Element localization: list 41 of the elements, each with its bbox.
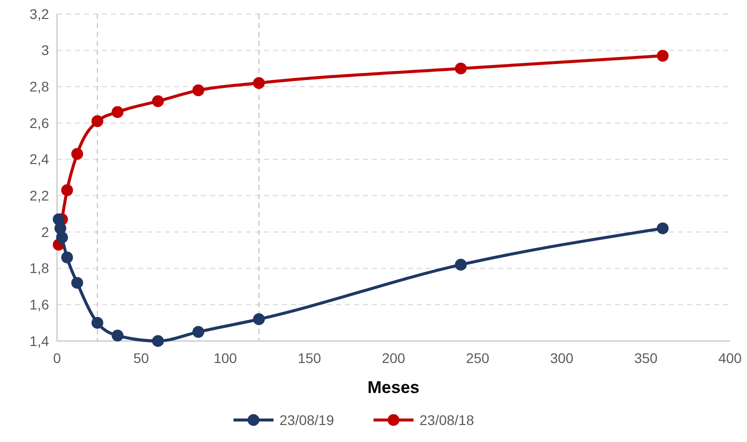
x-tick-label: 100 [214,350,238,366]
point [252,313,265,326]
y-tick-label: 2,4 [30,151,50,168]
y-tick-label: 2,8 [30,78,50,95]
x-tick-label: 250 [466,350,490,366]
point [71,148,84,160]
point [454,62,467,74]
point [152,335,164,347]
y-tick-label: 1,6 [30,296,50,313]
point [56,232,68,244]
y-tick-label: 1,4 [30,332,50,349]
point [454,258,467,271]
point [91,316,104,329]
point [91,115,104,128]
point [61,184,74,196]
point [71,276,84,289]
point [656,222,669,234]
x-tick-label: 300 [550,350,574,366]
y-tick-label: 3 [41,42,50,58]
point [252,77,265,89]
legend-label: 23/08/18 [420,412,474,428]
y-tick-label: 3,2 [30,6,50,22]
x-tick-label: 150 [298,350,322,366]
y-tick-label: 2,6 [30,114,50,131]
y-tick-label: 1,8 [30,260,50,276]
x-tick-label: 350 [634,350,658,366]
point [61,252,74,264]
x-tick-label: 0 [53,350,62,366]
x-tick-label: 50 [133,350,150,366]
point [152,95,164,108]
x-tick-label: 400 [718,350,742,366]
y-tick-label: 2 [41,224,50,240]
y-tick-label: 2,2 [30,188,50,204]
x-tick-label: 200 [382,350,406,366]
point [112,106,124,118]
point [192,84,204,96]
point [112,330,124,342]
legend-label: 23/08/19 [280,412,334,428]
point [656,50,669,62]
x-axis-title: Meses [368,378,420,397]
point [192,326,204,338]
